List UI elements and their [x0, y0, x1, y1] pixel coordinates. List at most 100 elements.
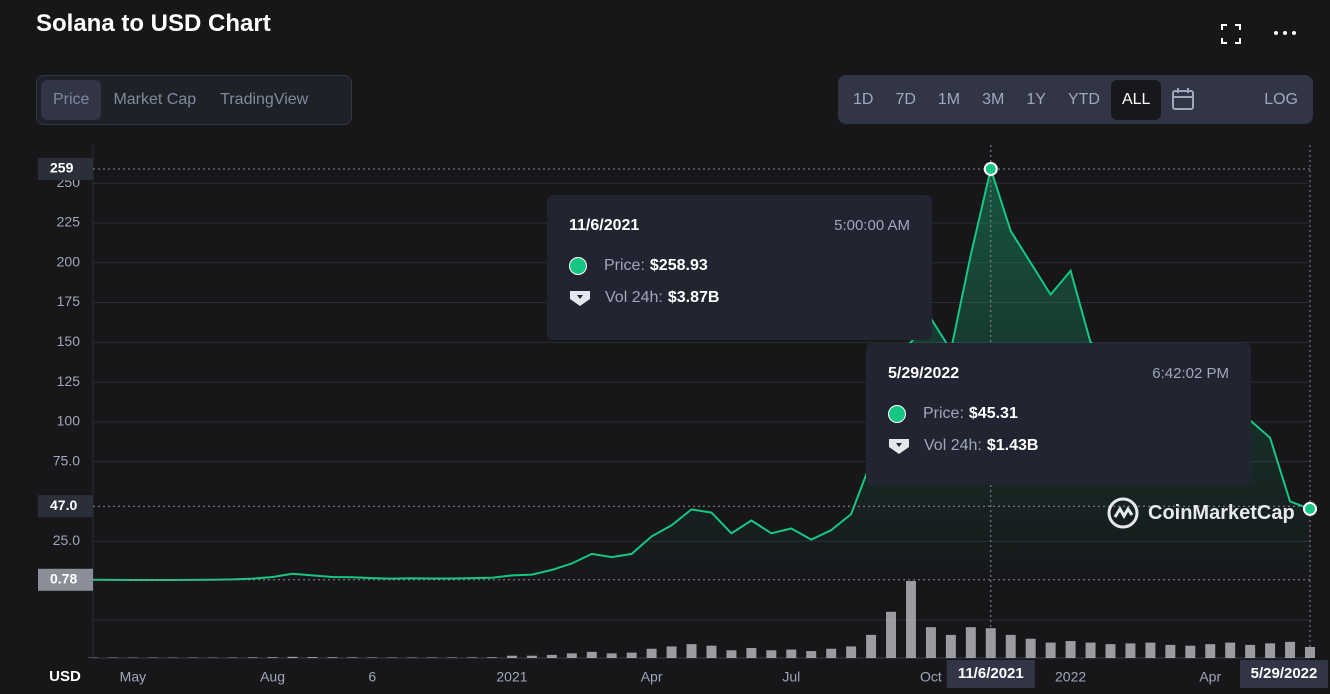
- more-icon[interactable]: [1273, 28, 1299, 38]
- y-tick-label: 125: [57, 373, 81, 389]
- volume-bar: [965, 627, 976, 658]
- calendar-icon[interactable]: [1161, 80, 1205, 120]
- range-button[interactable]: 7D: [895, 90, 916, 108]
- range-button[interactable]: 1M: [937, 90, 961, 108]
- price-label: Price:: [923, 405, 964, 422]
- volume-label: Vol 24h:: [605, 289, 663, 306]
- volume-bar: [726, 650, 737, 658]
- marker-label: 47.0: [50, 497, 77, 513]
- tooltip: 5/29/2022 6:42:02 PM Price: $45.31 Vol 24h…: [866, 343, 1251, 485]
- volume-bar: [546, 654, 557, 658]
- volume-bar: [1045, 642, 1056, 658]
- marker-label: 0.78: [50, 570, 77, 586]
- range-button[interactable]: YTD: [1067, 90, 1100, 108]
- volume-label: Vol 24h:: [924, 437, 982, 454]
- range-button[interactable]: 3M: [982, 90, 1005, 108]
- range-button[interactable]: ALL: [1110, 79, 1162, 120]
- x-tick-label: 2022: [1055, 669, 1086, 685]
- marker-label: 259: [50, 160, 74, 176]
- volume-bar: [766, 650, 777, 658]
- x-tick-label: 6: [368, 669, 376, 685]
- fullscreen-icon[interactable]: [1219, 22, 1243, 46]
- x-tick-label: Aug: [260, 669, 285, 685]
- y-tick-label: 100: [57, 413, 81, 429]
- tooltip-time: 5:00:00 AM: [834, 217, 910, 234]
- volume-bar: [686, 644, 697, 658]
- crosshair-x-label: 11/6/2021: [958, 665, 1024, 682]
- volume-bar: [1205, 644, 1216, 658]
- tab[interactable]: Price: [41, 80, 102, 120]
- volume-bar: [905, 581, 916, 658]
- y-tick-label: 225: [57, 214, 81, 230]
- x-tick-label: May: [120, 669, 146, 685]
- volume-bar: [806, 651, 817, 658]
- volume-bar: [1065, 641, 1076, 658]
- x-tick-label: Apr: [641, 669, 663, 685]
- volume-bar: [925, 627, 936, 658]
- price-dot: [569, 257, 587, 275]
- watermark-text: CoinMarketCap: [1148, 501, 1295, 524]
- volume-icon: [570, 291, 590, 306]
- tab[interactable]: Market Cap: [113, 91, 197, 108]
- y-tick-label: 25.0: [53, 532, 80, 548]
- volume-bar: [1125, 643, 1136, 658]
- x-tick-label: Oct: [920, 669, 942, 685]
- volume-bar: [427, 657, 438, 658]
- volume-bar: [666, 646, 677, 658]
- volume-bar: [1005, 634, 1016, 658]
- volume-bar: [347, 657, 358, 658]
- price-label: Price:: [604, 257, 645, 274]
- volume-bar: [287, 656, 298, 658]
- volume-value: $1.43B: [986, 437, 1039, 454]
- volume-bar: [367, 657, 378, 658]
- y-tick-label: 75.0: [53, 452, 80, 468]
- volume-bar: [646, 648, 657, 658]
- point-marker: [1303, 501, 1317, 516]
- volume-bar: [566, 653, 577, 658]
- crosshair-x-label: 5/29/2022: [1251, 665, 1318, 682]
- range-button[interactable]: 1Y: [1026, 90, 1046, 108]
- volume-bar: [506, 655, 517, 658]
- range-bar: 1D 7D 1M 3M 1Y YTD ALL LOG: [838, 75, 1313, 124]
- volume-bar: [1265, 643, 1276, 658]
- marker-label-bg: [38, 495, 93, 518]
- price-value: $258.93: [649, 257, 708, 274]
- volume-bar: [1285, 641, 1296, 658]
- volume-bar: [1145, 642, 1156, 658]
- volume-value: $3.87B: [667, 289, 720, 306]
- volume-bar: [746, 647, 757, 658]
- volume-bar: [945, 634, 956, 658]
- volume-bar: [267, 657, 278, 658]
- y-tick-label: 200: [57, 253, 81, 269]
- volume-bar: [846, 646, 857, 658]
- volume-bar: [886, 611, 897, 658]
- volume-bar: [467, 657, 478, 658]
- x-tick-label: Apr: [1199, 669, 1221, 685]
- y-unit: USD: [49, 668, 81, 685]
- tab[interactable]: TradingView: [220, 91, 309, 108]
- volume-bar: [487, 657, 498, 658]
- watermark-logo: [1107, 497, 1139, 529]
- tooltip-date: 11/6/2021: [569, 217, 640, 234]
- marker-label-bg: [38, 568, 93, 591]
- volume-bar: [985, 628, 996, 658]
- volume-bar: [1245, 644, 1256, 658]
- range-button[interactable]: 1D: [853, 90, 874, 108]
- volume-bar: [1025, 638, 1036, 658]
- x-tick-label: Jul: [782, 669, 800, 685]
- tooltip-date: 5/29/2022: [888, 365, 960, 382]
- volume-bar: [866, 634, 877, 658]
- crosshair-x-label-bg: [946, 660, 1035, 688]
- volume-bar: [626, 652, 637, 658]
- volume-bar: [826, 648, 837, 658]
- title: Solana to USD Chart: [36, 10, 271, 37]
- volume-bar: [327, 657, 338, 658]
- log-button[interactable]: LOG: [1264, 90, 1298, 108]
- volume-bar: [1305, 646, 1315, 658]
- volume-bar: [1165, 644, 1176, 658]
- tooltip: 11/6/2021 5:00:00 AM Price: $258.93 Vol 24…: [547, 195, 932, 340]
- y-tick-label: 175: [57, 293, 81, 309]
- volume-bar: [1105, 644, 1116, 658]
- volume-bar: [307, 657, 318, 658]
